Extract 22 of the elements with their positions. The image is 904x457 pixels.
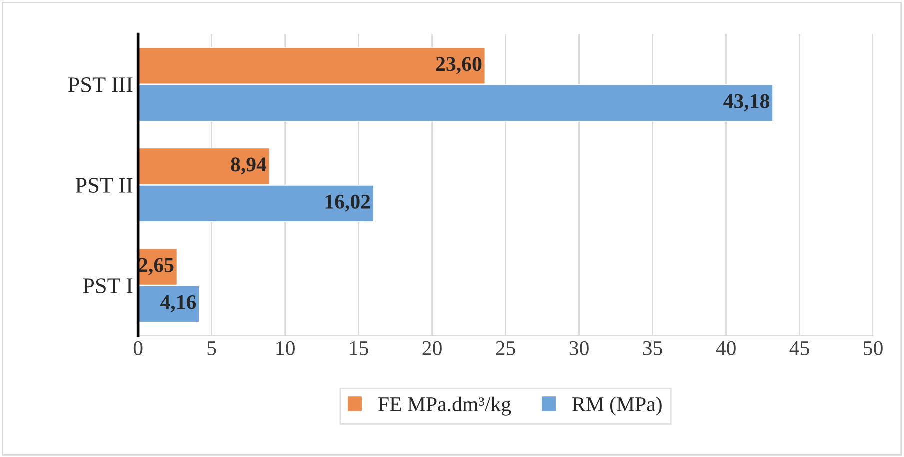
legend-label: FE MPa.dm³/kg [378, 396, 512, 416]
legend-label: RM (MPa) [572, 396, 662, 416]
data-label: 43,18 [724, 94, 770, 112]
x-tick-label: 25 [496, 341, 516, 356]
data-label: 4,16 [160, 295, 196, 312]
data-label: 8,94 [231, 158, 267, 175]
x-tick-label: 20 [422, 341, 442, 356]
y-tick-label: PST III [68, 78, 133, 92]
x-tick-label: 50 [864, 341, 883, 356]
data-label: 23,60 [436, 57, 482, 74]
x-tick-label: 10 [276, 341, 295, 356]
x-tick-label: 15 [350, 341, 368, 356]
x-tick-label: 40 [716, 341, 736, 356]
y-tick-label: PST II [76, 178, 133, 194]
data-label: 2,65 [138, 258, 174, 276]
x-tick-label: 5 [208, 342, 216, 356]
x-tick-label: 35 [643, 341, 662, 356]
x-tick-label: 45 [790, 342, 810, 356]
y-tick-label: PST I [83, 278, 133, 294]
x-tick-label: 30 [570, 341, 589, 356]
data-label: 16,02 [326, 194, 370, 212]
x-tick-label: 0 [134, 341, 143, 356]
